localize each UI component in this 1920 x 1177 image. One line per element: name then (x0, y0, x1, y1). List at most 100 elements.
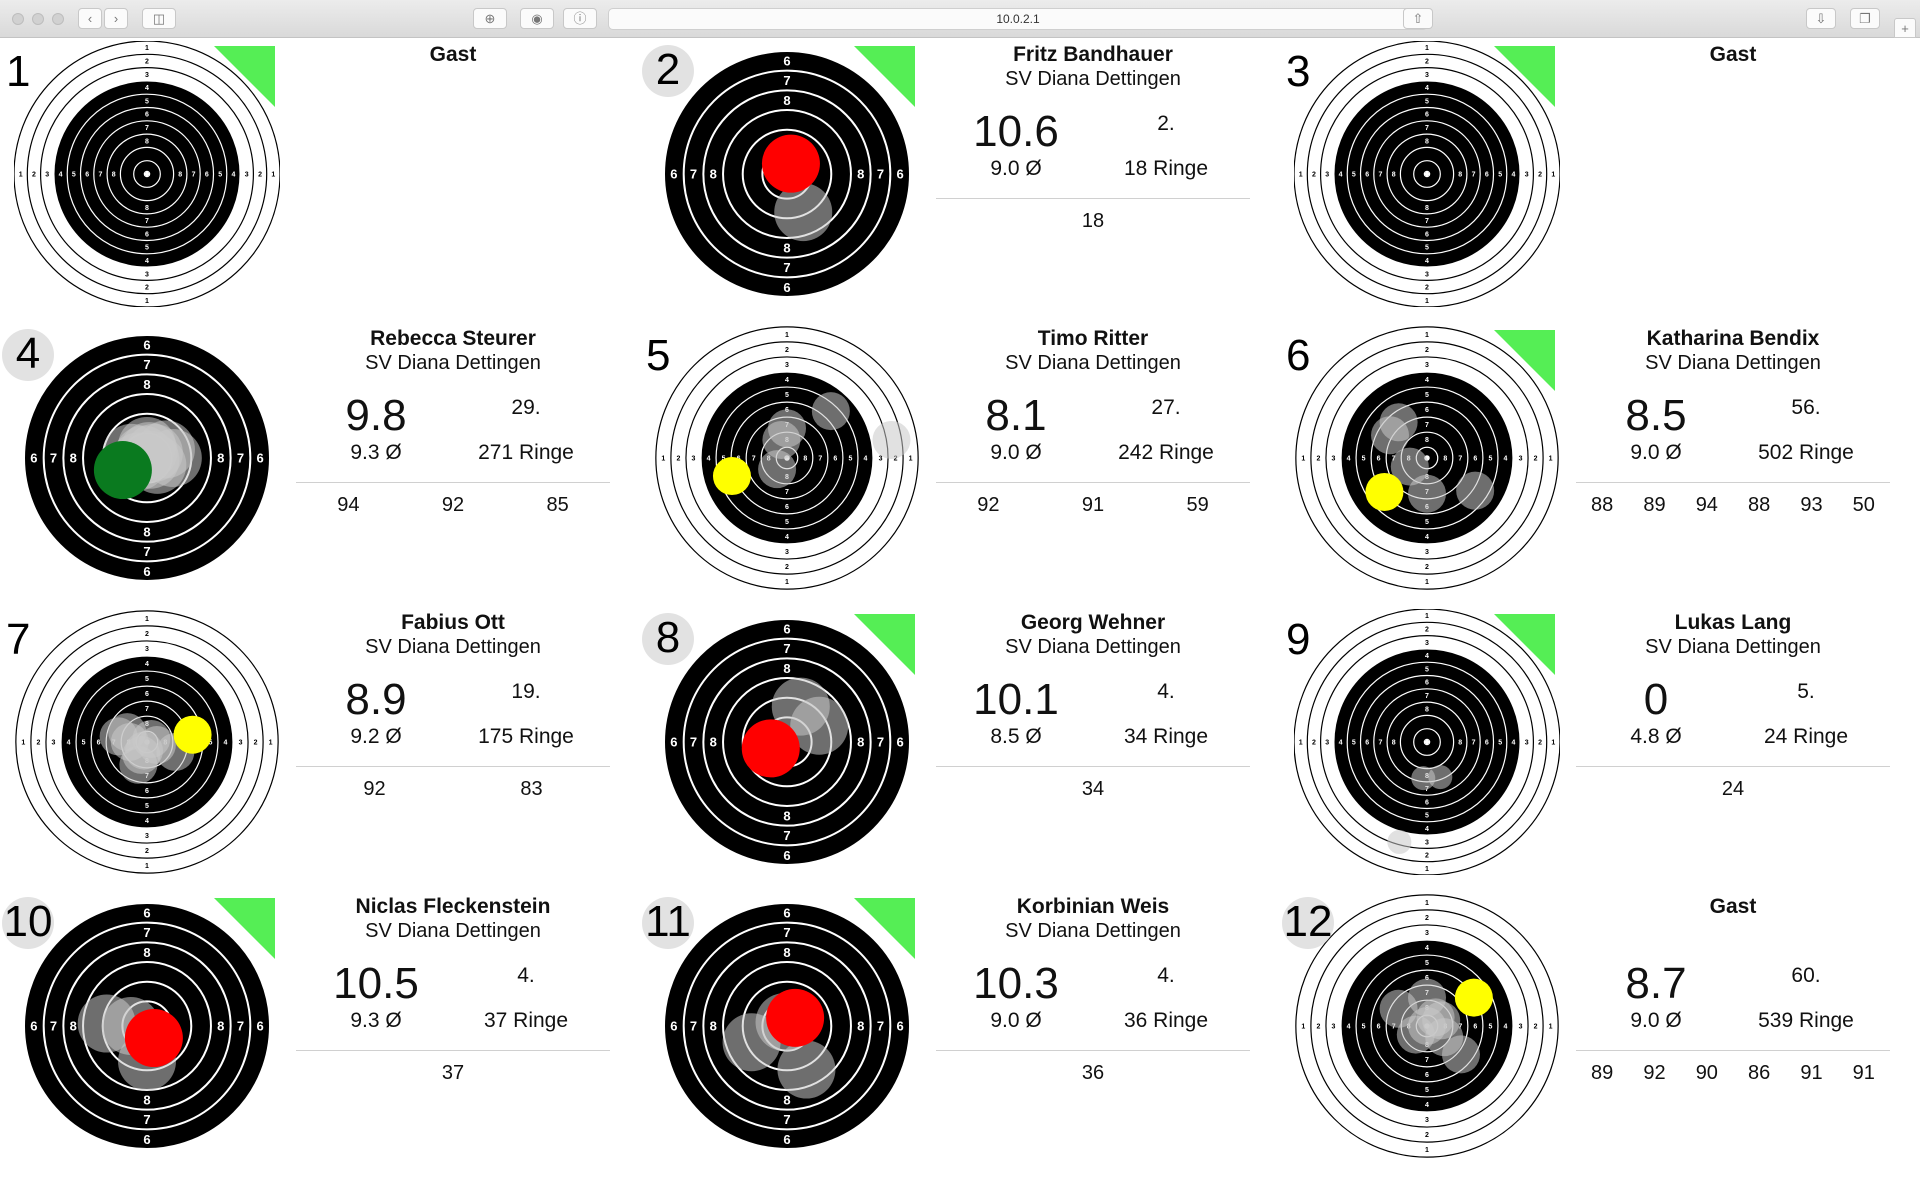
tabs-overview-button[interactable]: ❐ (1850, 8, 1880, 29)
series-results: 88 89 94 88 93 50 (1576, 491, 1890, 519)
average-value: 9.0 Ø (1630, 1009, 1682, 1032)
average-value: 9.3 Ø (350, 1009, 402, 1032)
window-zoom-button[interactable] (52, 13, 64, 25)
last-shot-value: 8.5 (1625, 391, 1687, 440)
share-button[interactable]: ⇧ (1403, 8, 1433, 29)
club-name: SV Diana Dettingen (1645, 352, 1821, 374)
lane-number: 10 (2, 897, 54, 949)
ring-number: 4 (1347, 1024, 1351, 1031)
ring-number: 5 (1498, 172, 1502, 179)
info-button[interactable]: ⓘ (563, 8, 597, 29)
lane-card[interactable]: 1 1 1 1 2 2 2 2 3 3 3 3 4 4 4 4 5 5 5 5 6 6 6 6 7 7 7 7 8 8 8 8 3 Gast (1280, 41, 1920, 325)
series-value: 59 (1186, 494, 1209, 516)
sidebar-toggle-button[interactable]: ◫ (142, 8, 176, 29)
window-minimize-button[interactable] (32, 13, 44, 25)
target-face: 1 1 1 1 2 2 2 2 3 3 3 3 4 4 4 4 5 5 5 5 6 6 6 6 7 7 7 7 8 8 8 8 (1294, 41, 1560, 307)
ring-number: 5 (145, 245, 149, 252)
ring-number: 6 (1365, 740, 1369, 747)
last-shot-value: 10.3 (973, 959, 1059, 1008)
lane-card[interactable]: 6 6 6 6 7 7 7 7 8 8 8 8 2 Fritz Bandhauer SV Diana Det… (640, 41, 1280, 325)
series-divider (936, 1050, 1250, 1051)
ring-number: 5 (785, 392, 789, 399)
lane-card[interactable]: 1 1 1 1 2 2 2 2 3 3 3 3 4 4 4 4 5 5 5 5 6 6 6 6 7 7 7 7 8 8 8 8 1 Gast (0, 41, 640, 325)
series-results: 24 (1576, 775, 1890, 803)
forward-button[interactable]: › (104, 8, 128, 29)
ring-number: 3 (239, 740, 243, 747)
ring-number: 6 (783, 622, 790, 637)
bookmark-add-button[interactable]: ⊕ (473, 8, 507, 29)
series-results: 37 (296, 1059, 610, 1087)
previous-shot (762, 420, 801, 459)
center-dot (144, 171, 150, 177)
lane-card[interactable]: 111122223333444455556666777788889Lukas L… (1280, 609, 1920, 893)
ring-number: 1 (1425, 332, 1429, 339)
lane-card[interactable]: 111122223333444455556666777788886Kathari… (1280, 325, 1920, 609)
lane-card[interactable]: 6 6 6 6 7 7 7 7 8 8 8 8 4 Rebecca Steurer SV Diana Det… (0, 325, 640, 609)
shooter-name: Rebecca Steurer (370, 327, 536, 350)
ring-number: 7 (783, 1112, 790, 1127)
rank-value: 2. (1157, 112, 1175, 135)
ring-number: 1 (1551, 172, 1555, 179)
rank-value: 4. (517, 964, 535, 987)
browser-toolbar: ‹ › ◫ ⊕ ◉ ⓘ 10.0.2.1 ↻ ⇧ ⇩ ❐ + (0, 0, 1920, 38)
series-results: 34 (936, 775, 1250, 803)
lane-card[interactable]: 111122223333444455556666777788887Fabius … (0, 609, 640, 893)
series-value: 24 (1721, 778, 1745, 800)
series-value: 83 (520, 778, 543, 800)
last-shot-value: 10.1 (973, 675, 1059, 724)
ring-number: 7 (1378, 740, 1382, 747)
previous-shot (1390, 447, 1429, 486)
lane-card[interactable]: 1111222233334444555566667777888812Gast8.… (1280, 893, 1920, 1177)
ring-number: 2 (1312, 740, 1316, 747)
ring-number: 6 (85, 172, 89, 179)
shooter-info: Lukas Lang SV Diana Dettingen 0 4.8 Ø 5. 24 R… (1576, 609, 1890, 875)
url-text: 10.0.2.1 (996, 12, 1040, 26)
extension-button[interactable]: ◉ (520, 8, 554, 29)
ring-number: 7 (237, 1019, 244, 1034)
ring-number: 5 (145, 676, 149, 683)
total-rings: 18 Ringe (1123, 157, 1209, 180)
previous-shot (1441, 1035, 1480, 1074)
ring-number: 8 (70, 1019, 77, 1034)
ring-number: 2 (145, 848, 149, 855)
downloads-button[interactable]: ⇩ (1806, 8, 1836, 29)
shooter-info: Georg Wehner SV Diana Dettingen 10.1 8.5 Ø 4… (936, 609, 1250, 875)
ring-number: 2 (785, 564, 789, 571)
lane-card[interactable]: 6 6 6 6 7 7 7 7 8 8 8 8 8 Georg Wehner SV Diana Dettin… (640, 609, 1280, 893)
ring-number: 7 (690, 167, 697, 182)
shooter-info: Katharina Bendix SV Diana Dettingen 8.5 9.0… (1576, 325, 1890, 591)
ring-number: 5 (218, 172, 222, 179)
previous-shot (1422, 1001, 1461, 1040)
ring-number: 4 (1339, 172, 1343, 179)
ring-number: 3 (1425, 362, 1429, 369)
ring-number: 5 (1425, 245, 1429, 252)
address-bar[interactable]: 10.0.2.1 ↻ (608, 8, 1428, 30)
latest-shot (1454, 978, 1493, 1017)
ring-number: 7 (50, 451, 57, 466)
ring-number: 3 (1425, 549, 1429, 556)
window-close-button[interactable] (12, 13, 24, 25)
new-tab-button[interactable]: + (1894, 18, 1916, 38)
lane-card[interactable]: 111122223333444455556666777788885Timo Ri… (640, 325, 1280, 609)
previous-shot (758, 450, 797, 489)
series-value: 92 (441, 494, 465, 516)
ring-number: 8 (710, 167, 717, 182)
lane-card[interactable]: 6 6 6 6 7 7 7 7 8 8 8 8 11 Korbinian Weis SV Diana Det… (640, 893, 1280, 1177)
corner-indicator (214, 898, 275, 959)
club-name: SV Diana Dettingen (365, 920, 541, 942)
ring-number: 8 (143, 945, 150, 960)
series-value: 94 (337, 494, 360, 516)
back-button[interactable]: ‹ (78, 8, 102, 29)
ring-number: 6 (1365, 172, 1369, 179)
ring-number: 1 (145, 863, 149, 870)
lane-card[interactable]: 6 6 6 6 7 7 7 7 8 8 8 8 10 Niclas Fleckenstein SV Dian… (0, 893, 640, 1177)
last-shot-value: 8.7 (1625, 959, 1687, 1008)
ring-number: 4 (1339, 740, 1343, 747)
ring-number: 4 (145, 818, 149, 825)
ring-number: 4 (1425, 653, 1429, 660)
shooter-name: Lukas Lang (1674, 611, 1792, 634)
shooter-info: Fabius Ott SV Diana Dettingen 8.9 9.2 Ø 19. 1… (296, 609, 610, 875)
series-value: 36 (1081, 1062, 1105, 1084)
